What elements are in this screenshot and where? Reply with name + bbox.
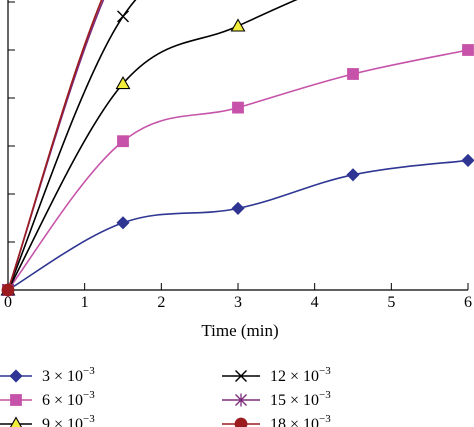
legend-marker	[235, 370, 247, 382]
legend-marker	[9, 369, 23, 383]
legend-item-1: 3 × 10−3	[0, 365, 95, 385]
x-tick-label: 1	[81, 294, 89, 311]
axes	[7, 0, 469, 291]
x-tick-label: 6	[464, 294, 472, 311]
x-tick-label: 0	[4, 294, 12, 311]
x-tick-label: 5	[387, 294, 395, 311]
x-tick-labels: 0 1 2 3 4 5 6	[4, 294, 472, 311]
legend-label: 9 × 10−3	[42, 413, 95, 427]
series-4-point	[117, 10, 129, 23]
x-axis-title: Time (min)	[201, 321, 278, 340]
series-2-point	[117, 135, 129, 148]
legend: 3 × 10−3 6 × 10−3 9 × 10−3 12 × 10−3 15 × 10…	[0, 365, 331, 427]
series-line-1	[7, 159, 469, 291]
series-2-point	[347, 68, 359, 80]
series-1-point	[116, 216, 130, 230]
series-line-6	[7, 0, 103, 291]
series-1-point	[346, 168, 360, 182]
legend-label: 6 × 10−3	[42, 389, 95, 409]
legend-marker	[9, 416, 23, 427]
legend-label: 3 × 10−3	[42, 365, 95, 385]
legend-item-5: 15 × 10−3	[222, 389, 331, 409]
series-6-point	[1, 283, 15, 297]
legend-marker	[234, 417, 248, 427]
series-line-4	[7, 0, 137, 291]
legend-marker	[235, 393, 247, 407]
x-tick-label: 2	[157, 294, 165, 311]
series-1-point	[231, 201, 245, 215]
series-2-point	[232, 101, 244, 114]
series-lines	[7, 0, 469, 291]
series-markers	[0, 10, 474, 297]
series-line-3	[7, 0, 298, 291]
series-line-2	[7, 49, 469, 291]
x-tick-label: 3	[234, 294, 242, 311]
legend-item-3: 9 × 10−3	[0, 413, 95, 427]
legend-marker	[10, 394, 22, 406]
x-tick-label: 4	[311, 294, 319, 311]
series-1-point	[461, 153, 474, 167]
series-2-point	[462, 44, 474, 56]
series-line-5	[7, 0, 105, 291]
legend-item-2: 6 × 10−3	[0, 389, 95, 409]
legend-item-6: 18 × 10−3	[222, 413, 331, 427]
legend-item-4: 12 × 10−3	[222, 365, 331, 385]
legend-label: 15 × 10−3	[270, 389, 331, 409]
series-3-point	[230, 18, 246, 32]
series-3-point	[115, 75, 131, 90]
legend-label: 18 × 10−3	[270, 413, 331, 427]
legend-label: 12 × 10−3	[270, 365, 331, 385]
